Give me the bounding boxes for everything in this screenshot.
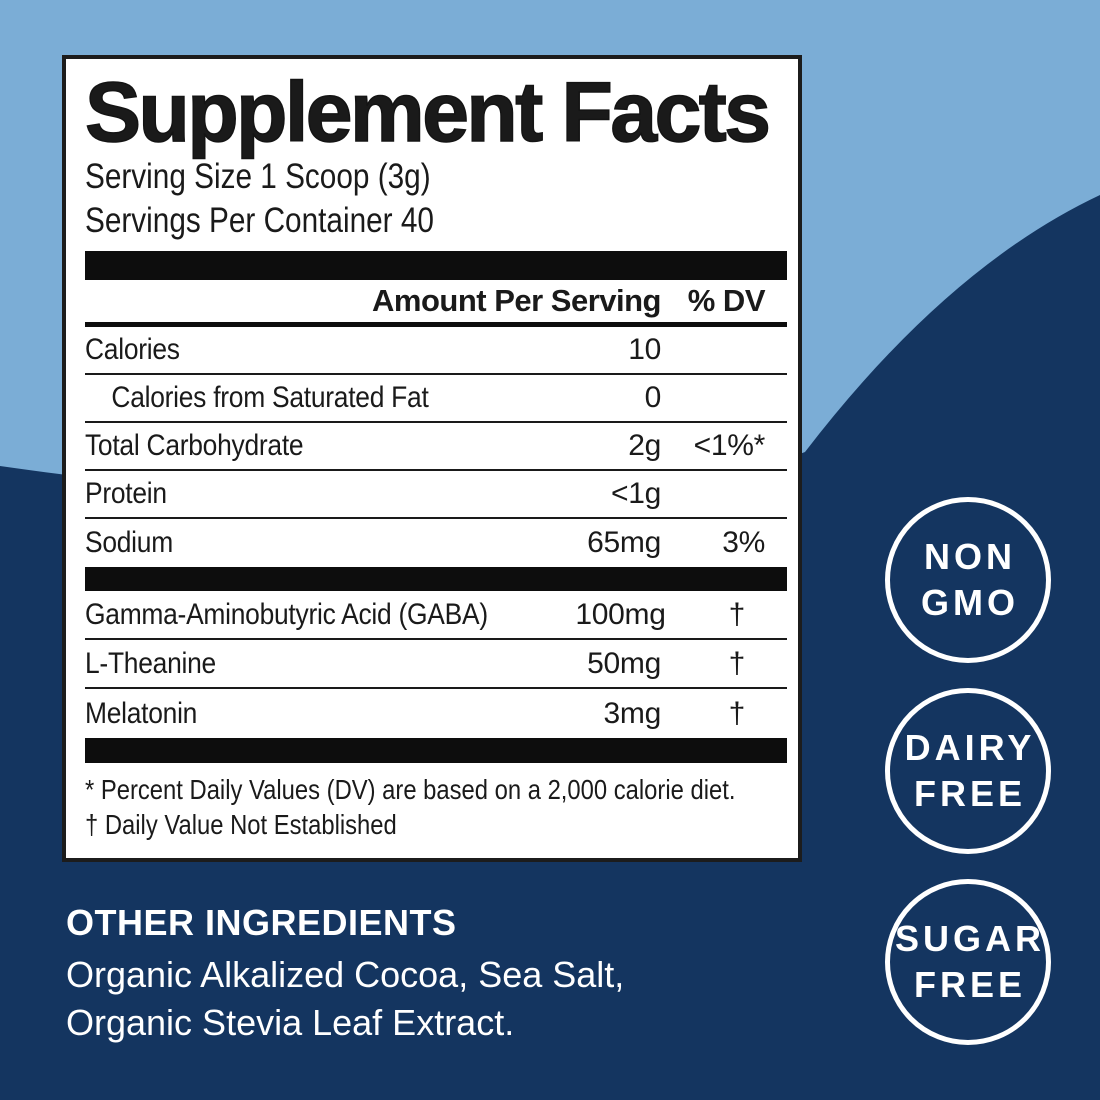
servings-per-container-line: Servings Per Container 40 [85, 201, 434, 240]
other-ingredients-line-1: Organic Alkalized Cocoa, Sea Salt, [66, 954, 625, 995]
dagger-symbol: † [728, 646, 746, 680]
supplement-facts-title: Supplement Facts [84, 65, 771, 159]
dagger-symbol: † [728, 597, 746, 631]
thick-divider-bar [85, 251, 787, 280]
footnotes: * Percent Daily Values (DV) are based on… [85, 772, 787, 843]
footnote-percent-dv: * Percent Daily Values (DV) are based on… [85, 774, 736, 805]
thick-divider-bar [85, 567, 787, 591]
nutrient-row-protein: Protein <1g [85, 471, 787, 519]
nutrient-row-melatonin: Melatonin 3mg † [85, 689, 787, 738]
medium-divider-rule [85, 322, 787, 327]
sugar-free-badge: SUGAR FREE [885, 879, 1051, 1045]
nutrient-row-calories: Calories 10 [85, 327, 787, 375]
nutrient-row-sodium: Sodium 65mg 3% [85, 526, 765, 559]
other-ingredients-list: Organic Alkalized Cocoa, Sea Salt, Organ… [66, 951, 624, 1047]
other-ingredients-line-2: Organic Stevia Leaf Extract. [66, 1002, 515, 1043]
nutrient-row-l-theanine: L-Theanine 50mg † [85, 640, 787, 689]
nutrient-row-gaba: Gamma-Aminobutyric Acid (GABA) 100mg † [85, 591, 787, 640]
nutrient-row-calories-sat-fat: Calories from Saturated Fat 0 [85, 375, 787, 423]
thick-divider-bar [85, 738, 787, 763]
column-header-row: Amount Per Serving % DV [85, 280, 787, 322]
footnote-daily-value: † Daily Value Not Established [85, 809, 397, 840]
other-ingredients-section: OTHER INGREDIENTS Organic Alkalized Coco… [66, 901, 624, 1047]
amount-per-serving-header: Amount Per Serving [372, 283, 662, 318]
serving-size-line: Serving Size 1 Scoop (3g) [85, 157, 431, 196]
other-ingredients-heading: OTHER INGREDIENTS [66, 902, 457, 943]
percent-dv-header: % DV [687, 283, 766, 318]
supplement-facts-panel: Supplement Facts Serving Size 1 Scoop (3… [62, 55, 802, 862]
dairy-free-badge: DAIRY FREE [885, 688, 1051, 854]
non-gmo-badge: NON GMO [885, 497, 1051, 663]
dagger-symbol: † [728, 696, 746, 730]
nutrient-row-total-carbohydrate: Total Carbohydrate 2g <1%* [85, 423, 787, 471]
